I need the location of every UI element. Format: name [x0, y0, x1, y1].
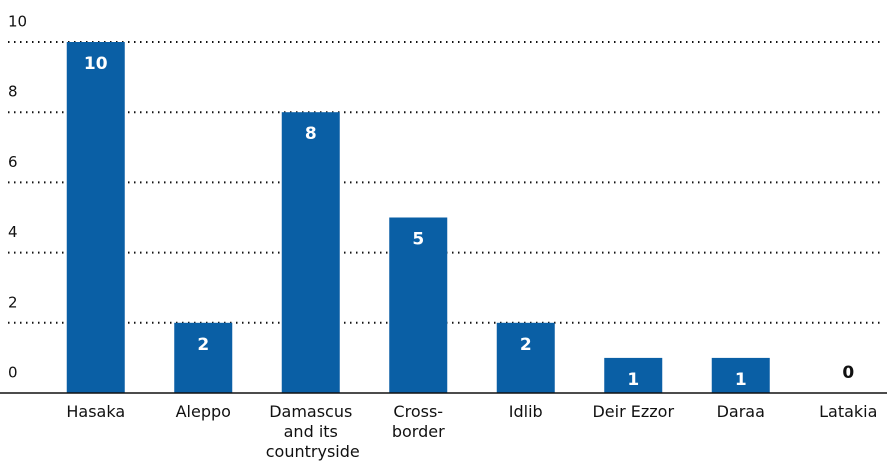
x-tick-label: Deir Ezzor: [592, 402, 675, 421]
bar: [174, 322, 233, 393]
value-label: 1: [735, 370, 747, 390]
bar: [389, 217, 448, 393]
bar: [281, 112, 340, 393]
value-label: 2: [197, 335, 209, 355]
y-tick-label: 10: [8, 13, 27, 31]
value-label: 1: [627, 370, 639, 390]
x-tick-label: Idlib: [508, 402, 543, 421]
bar: [711, 357, 770, 393]
x-tick-label: Daraa: [716, 402, 765, 421]
x-tick-label: Aleppo: [175, 402, 231, 421]
bar: [496, 322, 555, 393]
bar: [604, 357, 663, 393]
x-tick-label: Damascus and its countryside: [265, 402, 360, 461]
x-tick-label: Hasaka: [66, 402, 126, 421]
value-label: 10: [84, 54, 108, 74]
x-tick-label: Cross-border: [391, 402, 445, 441]
value-label: 8: [305, 124, 317, 144]
x-tick-label: Latakia: [819, 402, 878, 421]
y-tick-label: 2: [8, 293, 18, 311]
value-label: 0: [842, 363, 854, 383]
y-tick-label: 0: [8, 364, 18, 382]
bar: [66, 42, 125, 393]
value-label: 5: [412, 230, 424, 250]
y-tick-label: 8: [8, 83, 18, 101]
y-tick-label: 6: [8, 153, 18, 171]
value-label: 2: [520, 335, 532, 355]
y-tick-label: 4: [8, 223, 18, 241]
